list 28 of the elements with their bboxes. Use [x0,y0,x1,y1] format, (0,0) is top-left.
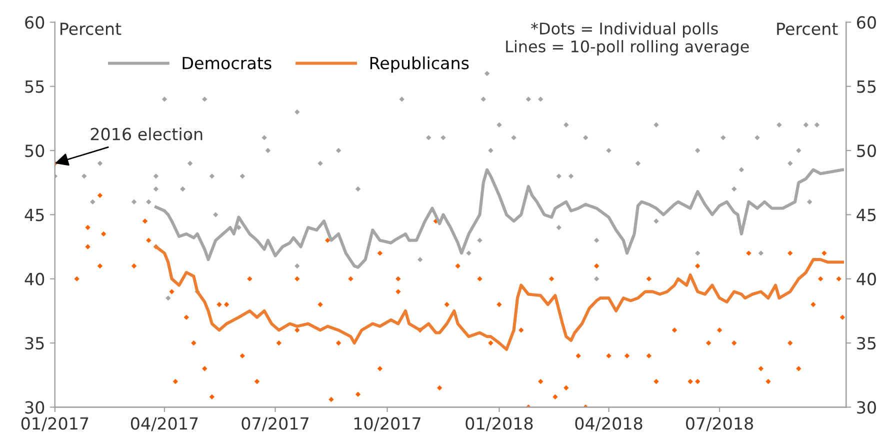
y-tick-label: 60 [25,16,44,29]
y-tick-label: 45 [24,208,44,222]
x-tick-label: 04/2018 [575,417,642,432]
x-tick-label: 07/2017 [242,417,308,432]
legend-label: Republicans [370,56,469,73]
y-tick-label: 30 [25,401,44,414]
annotation: *Dots = Individual polls Lines = 10-poll rolling average [506,22,749,56]
line-series [154,245,844,351]
y-tick-label: 35 [25,336,44,350]
y-axis-title: Percent [60,22,122,36]
annotation: 2016 election [90,128,202,140]
y-tick-label: 40 [24,272,44,286]
x-tick-label: 04/2017 [130,417,198,432]
x-tick-label: 01/2017 [21,417,88,432]
y2-tick-label: 60 [857,16,876,29]
x-tick-label: 07/2018 [686,417,754,432]
x-tick-label: 01/2018 [466,417,533,432]
legend-label: Democrats [182,56,272,70]
y2-axis-title: Percent [777,22,838,36]
y2-tick-label: 45 [856,208,876,222]
x-tick-label: 10/2017 [354,417,420,432]
y2-tick-label: 50 [857,144,876,158]
y-tick-label: 55 [25,80,44,93]
y2-tick-label: 35 [857,336,876,350]
y2-tick-label: 55 [857,80,876,93]
y2-tick-label: 30 [857,401,876,414]
y2-tick-label: 40 [856,272,876,286]
y-tick-label: 50 [25,144,44,158]
